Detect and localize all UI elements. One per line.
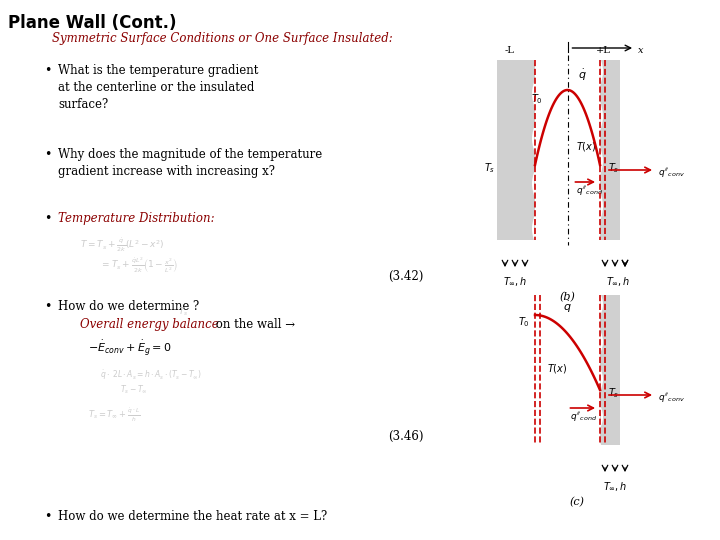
Text: Overall energy balance: Overall energy balance (80, 318, 219, 331)
Text: •: • (44, 510, 51, 523)
Text: •: • (44, 64, 51, 77)
Text: $T_s$: $T_s$ (608, 386, 619, 400)
Text: $q''_{cond}$: $q''_{cond}$ (570, 410, 597, 423)
Text: $q''_{conv}$: $q''_{conv}$ (658, 166, 685, 179)
Text: $T_\infty,h$: $T_\infty,h$ (603, 481, 627, 493)
Text: $T_s = T_\infty + \frac{\dot{q}\cdot L}{h}$: $T_s = T_\infty + \frac{\dot{q}\cdot L}{… (88, 406, 140, 424)
Text: $= T_s +\frac{\dot{q}L^2}{2k}\left(1-\frac{x^2}{L^2}\right)$: $= T_s +\frac{\dot{q}L^2}{2k}\left(1-\fr… (100, 255, 178, 275)
Text: How do we determine: How do we determine (58, 300, 189, 313)
Text: $T(x)$: $T(x)$ (547, 362, 567, 375)
Text: $T = T_s +\frac{\dot{q}}{2k}(L^2-x^2)$: $T = T_s +\frac{\dot{q}}{2k}(L^2-x^2)$ (80, 235, 165, 254)
Text: $-\dot{E}_{conv} + \dot{E}_{g} = 0$: $-\dot{E}_{conv} + \dot{E}_{g} = 0$ (88, 338, 171, 357)
Text: $\dot{q}$: $\dot{q}$ (577, 68, 586, 83)
Bar (535, 295, 600, 445)
Text: $T_s$: $T_s$ (608, 161, 619, 175)
Text: •: • (44, 300, 51, 313)
Text: $T_\infty,h$: $T_\infty,h$ (503, 276, 527, 288)
Bar (535, 60, 600, 240)
Bar (497, 60, 535, 240)
Bar (600, 295, 620, 445)
Text: •: • (44, 212, 51, 225)
Text: +L: +L (596, 46, 611, 55)
Text: $T_\infty,h$: $T_\infty,h$ (606, 276, 630, 288)
Text: $q''_{cond}$: $q''_{cond}$ (575, 184, 603, 197)
Text: -L: -L (505, 46, 515, 55)
Text: $\dot{q}$: $\dot{q}$ (563, 300, 572, 315)
Text: (3.46): (3.46) (388, 430, 423, 443)
Text: Symmetric Surface Conditions or One Surface Insulated:: Symmetric Surface Conditions or One Surf… (52, 32, 392, 45)
Text: (b): (b) (559, 292, 575, 302)
Bar (600, 60, 620, 240)
Text: (c): (c) (570, 497, 585, 507)
Text: $T_0$: $T_0$ (518, 315, 530, 329)
Text: $T(x)$: $T(x)$ (575, 140, 596, 153)
Text: on the wall →: on the wall → (212, 318, 295, 331)
Text: ?: ? (192, 300, 198, 313)
Text: $T_s - T_\infty$: $T_s - T_\infty$ (120, 383, 148, 395)
Text: x: x (638, 46, 644, 55)
Text: $\dot{q}\cdot\;2L\cdot A_s = h\cdot A_s\cdot(T_s - T_\infty)$: $\dot{q}\cdot\;2L\cdot A_s = h\cdot A_s\… (100, 368, 202, 382)
Text: What is the temperature gradient
at the centerline or the insulated
surface?: What is the temperature gradient at the … (58, 64, 258, 111)
Text: $q''_{conv}$: $q''_{conv}$ (658, 391, 685, 404)
Text: •: • (44, 148, 51, 161)
Text: $T_0$: $T_0$ (531, 92, 542, 106)
Text: $T_s$: $T_s$ (178, 305, 188, 318)
Text: Temperature Distribution:: Temperature Distribution: (58, 212, 215, 225)
Text: Why does the magnitude of the temperature
gradient increase with increasing x?: Why does the magnitude of the temperatur… (58, 148, 323, 178)
Text: (3.42): (3.42) (388, 270, 423, 283)
Text: $T_s$: $T_s$ (484, 161, 495, 175)
Text: How do we determine the heat rate at x = L?: How do we determine the heat rate at x =… (58, 510, 328, 523)
Text: Plane Wall (Cont.): Plane Wall (Cont.) (8, 14, 176, 32)
